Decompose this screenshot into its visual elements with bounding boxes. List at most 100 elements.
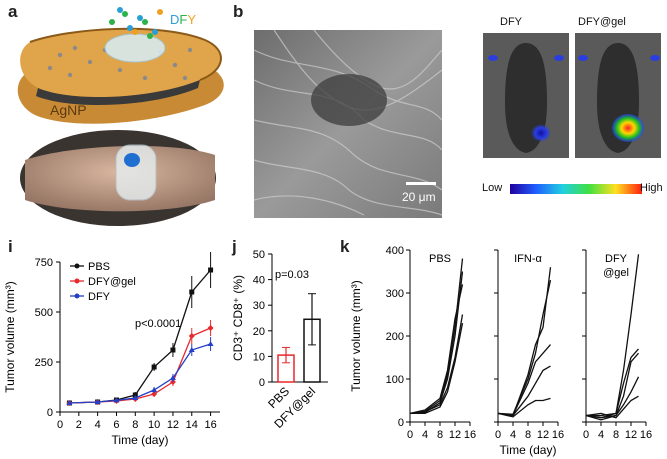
x-tick-label: 12 (537, 429, 549, 441)
x-tick-label: 4 (422, 429, 428, 441)
agnp-dots (47, 45, 193, 81)
x-tick-label: 10 (148, 419, 160, 431)
data-point (151, 387, 158, 392)
mouse-left-signal (531, 124, 551, 142)
p-value-annotation: p=0.03 (275, 269, 309, 281)
y-tick-label: 400 (386, 245, 404, 257)
patch-blue-dot (124, 153, 140, 167)
color-scale-bar (510, 184, 642, 194)
mouse-right-label: DFY@gel (578, 16, 626, 28)
subplot-title: @gel (603, 267, 629, 279)
curve (497, 397, 551, 418)
curve (497, 365, 551, 417)
legend-marker (74, 293, 80, 299)
y-axis-label: Tumor volume (mm³) (349, 280, 363, 392)
x-tick-label: 4 (95, 419, 101, 431)
legend-label: DFY@gel (88, 276, 136, 288)
panel-label-j: j (232, 237, 237, 256)
subplot-title: DFY (605, 253, 628, 265)
x-tick-label: 16 (552, 429, 564, 441)
curve (409, 284, 464, 415)
y-tick-label: 300 (386, 288, 404, 300)
x-tick-label: 6 (113, 419, 119, 431)
x-tick-label: 16 (640, 429, 652, 441)
legend-marker (74, 278, 80, 284)
curve (409, 314, 464, 415)
x-tick-label: 0 (407, 429, 413, 441)
data-point (113, 397, 120, 403)
dfy-molecules (109, 7, 163, 39)
legend-marker (74, 263, 80, 269)
data-point (151, 364, 157, 370)
x-tick-label: 2 (76, 419, 82, 431)
x-tick-label: 12 (625, 429, 637, 441)
x-axis-label: Time (day) (500, 443, 557, 457)
agnp-label: AgNP (50, 102, 87, 118)
x-tick-label: 8 (525, 429, 531, 441)
gel-disc (104, 33, 166, 63)
curve (585, 352, 639, 421)
y-tick-label: 10 (253, 351, 265, 363)
scale-high-label: High (640, 182, 663, 194)
pad-top-layer (20, 28, 221, 98)
x-tick-label: 0 (583, 429, 589, 441)
curve (409, 271, 464, 415)
data-point (169, 375, 176, 380)
x-tick-label: 8 (613, 429, 619, 441)
dfy-label: DFY (170, 12, 196, 27)
scale-low-label: Low (482, 182, 503, 194)
curve (497, 344, 551, 416)
series-line (69, 327, 211, 404)
sem-pit (311, 74, 387, 126)
x-tick-label: 8 (132, 419, 138, 431)
data-point (151, 391, 158, 397)
curve (497, 279, 552, 415)
data-point (208, 267, 214, 273)
y-axis-label: CD3⁺ CD8⁺ (%) (231, 275, 245, 361)
data-point (207, 341, 214, 346)
x-tick-label: 14 (186, 419, 198, 431)
y-axis-label: Tumor volume (mm³) (3, 281, 17, 393)
panel-label-k: k (340, 237, 350, 256)
series-line (69, 343, 211, 404)
legend-label: PBS (88, 261, 110, 273)
x-tick-label: 0 (57, 419, 63, 431)
curve (585, 395, 639, 419)
panel-label-a: a (8, 2, 18, 21)
ivis-mouse-images (483, 33, 661, 158)
data-point (188, 347, 195, 352)
y-tick-label: 50 (253, 249, 265, 261)
y-tick-label: 500 (35, 307, 53, 319)
curve (497, 267, 552, 417)
data-point (170, 347, 176, 353)
scalebar-line (406, 182, 436, 185)
x-tick-label: 16 (464, 429, 476, 441)
subplot-title: PBS (429, 253, 451, 265)
x-tick-label: 4 (510, 429, 516, 441)
x-axis-label: Time (day) (112, 433, 169, 447)
gel-patch (115, 144, 157, 201)
y-tick-label: 750 (35, 257, 53, 269)
data-point (188, 333, 195, 339)
curve (585, 376, 640, 419)
y-tick-label: 30 (253, 300, 265, 312)
data-point (132, 395, 139, 400)
scalebar-label: 20 μm (402, 190, 436, 204)
data-point (189, 289, 195, 295)
x-tick-label: 0 (495, 429, 501, 441)
mouse-right-signal (612, 114, 644, 142)
sem-image: 20 μm (254, 30, 442, 218)
x-tick-label: 4 (598, 429, 604, 441)
data-point (94, 399, 101, 404)
panel-a-illustration: DFY AgNP (17, 7, 224, 226)
y-tick-label: 40 (253, 275, 265, 287)
curve (586, 348, 639, 417)
x-tick-label: 8 (437, 429, 443, 441)
pad-edge (36, 80, 200, 106)
curve (410, 322, 464, 415)
data-point (66, 400, 73, 405)
y-tick-label: 0 (259, 377, 265, 389)
x-tick-label: 16 (204, 419, 216, 431)
